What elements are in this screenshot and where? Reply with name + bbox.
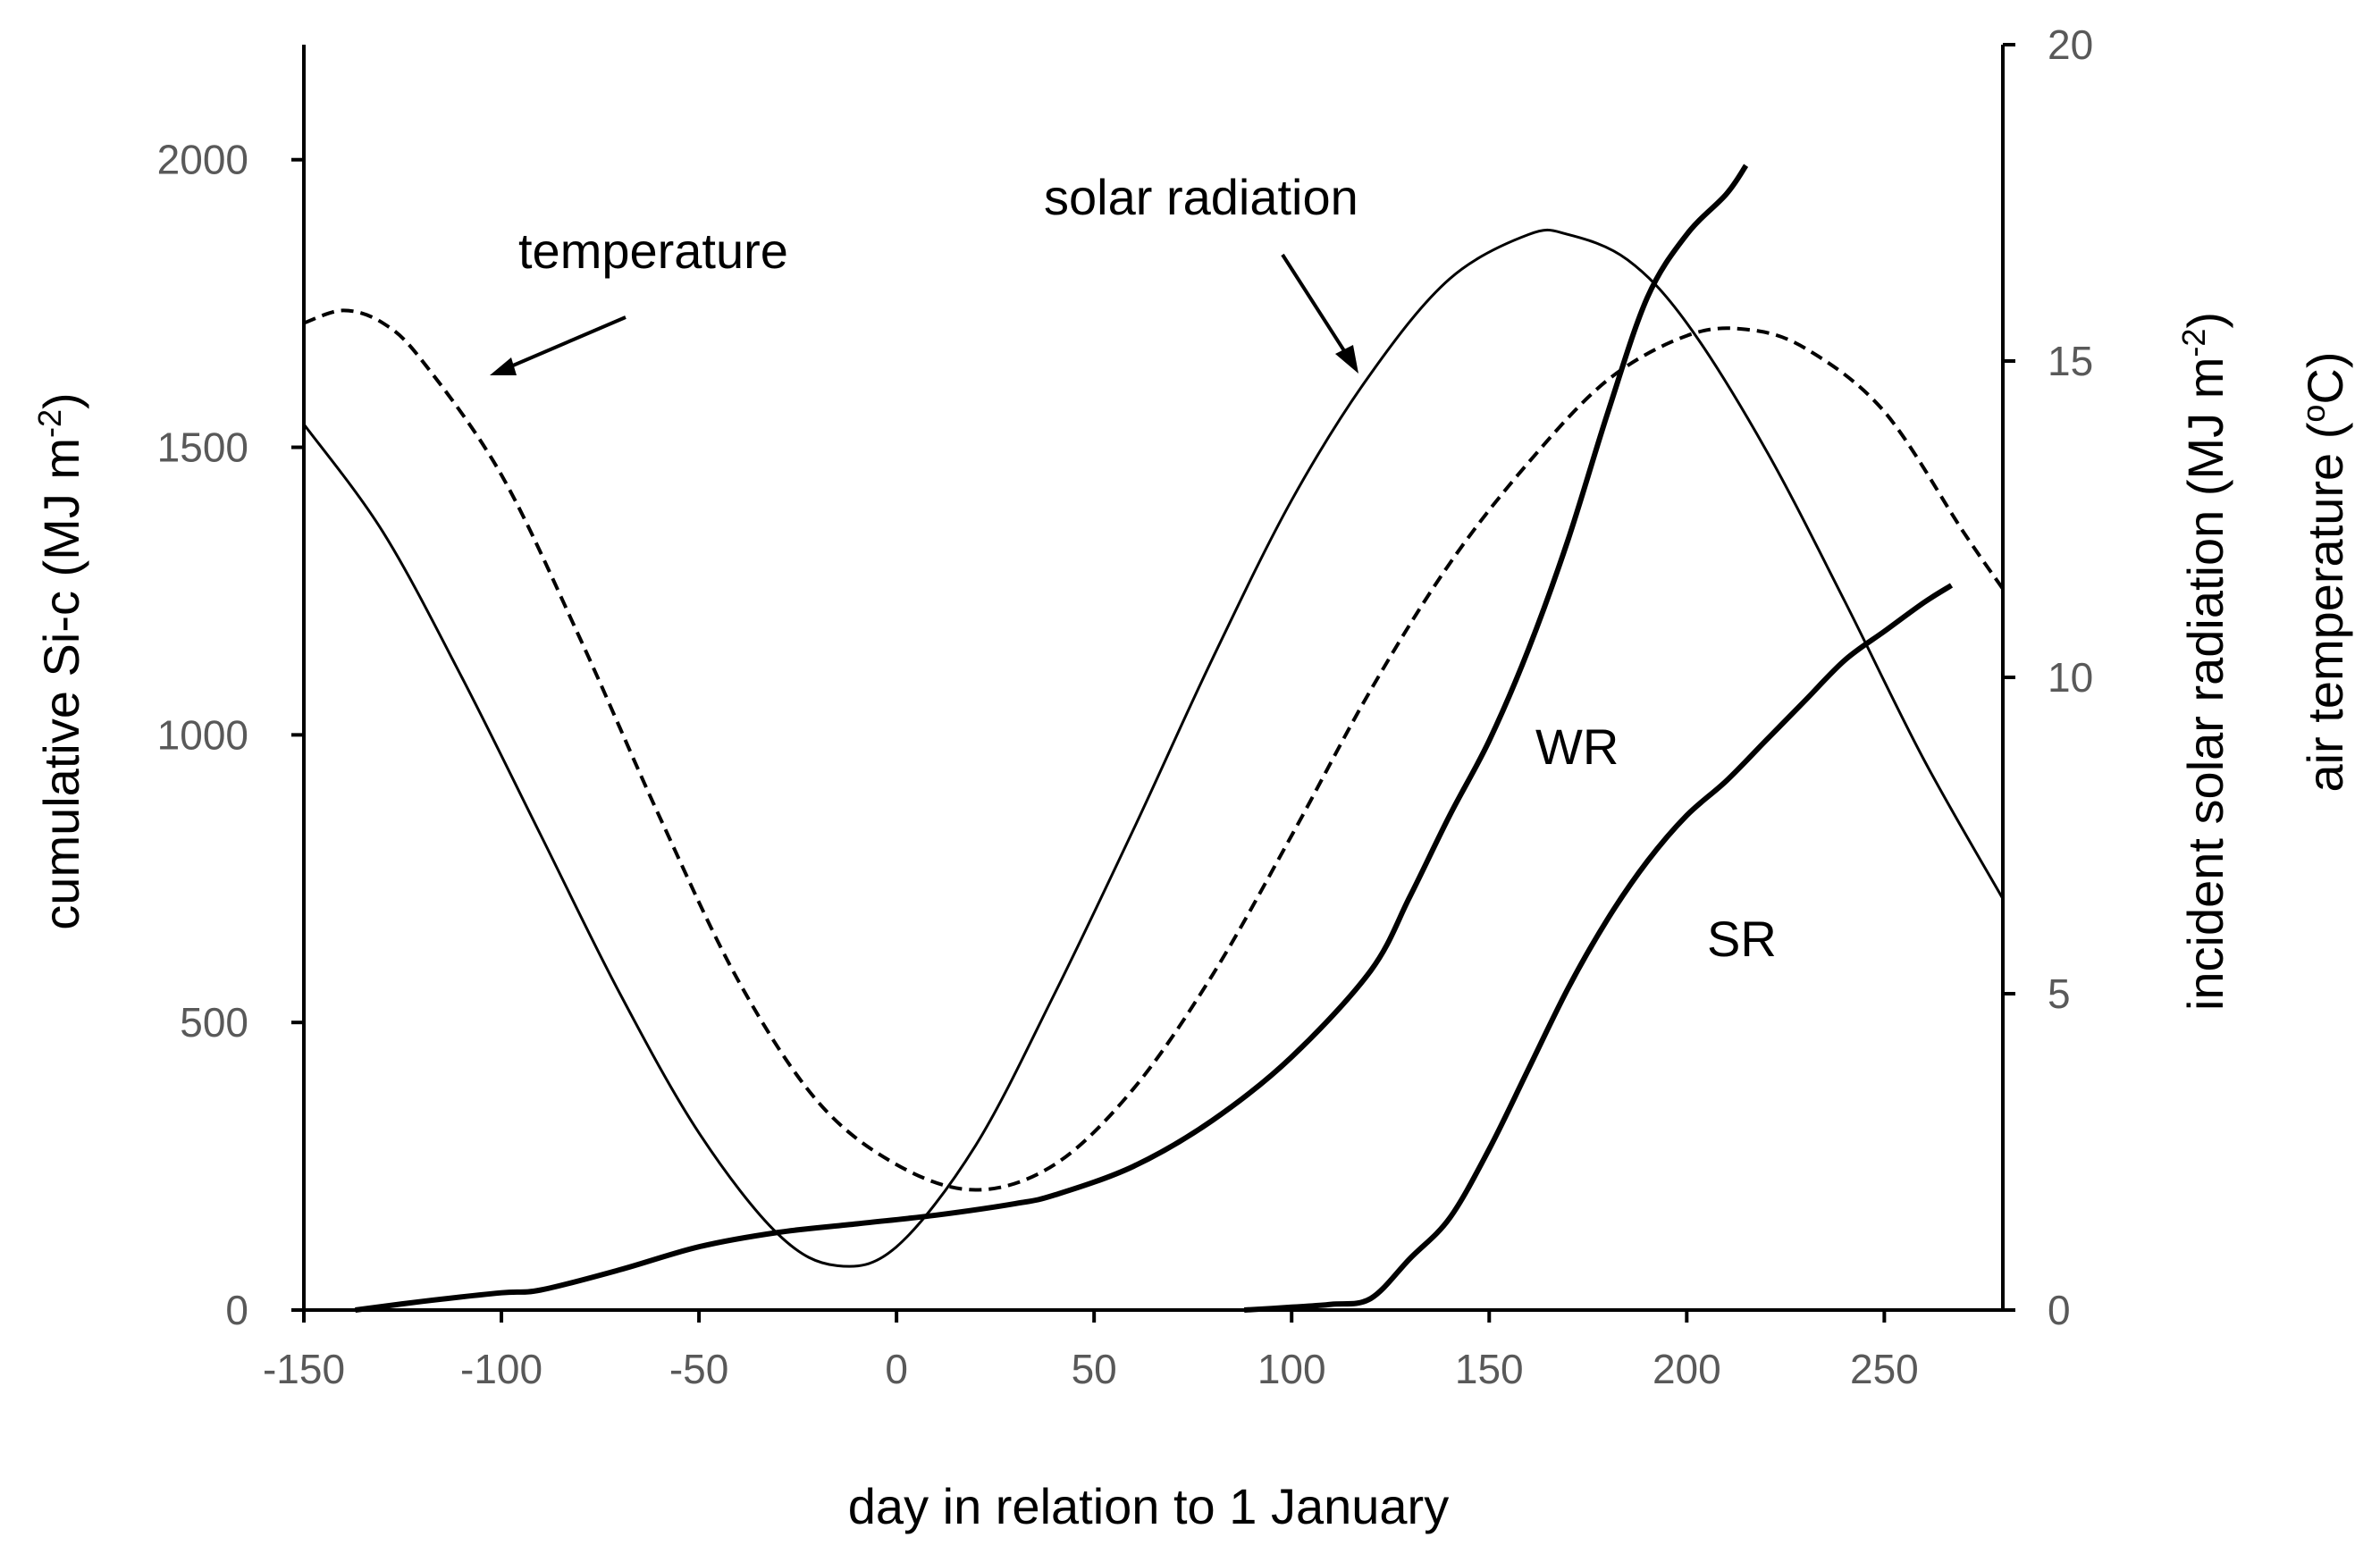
y-left-ticks: 0 500 1000 1500 2000 bbox=[157, 137, 304, 1333]
y-left-tick-label: 1000 bbox=[157, 711, 248, 758]
y-right-tick-label: 15 bbox=[2048, 338, 2093, 384]
x-axis-title: day in relation to 1 January bbox=[848, 1478, 1449, 1534]
annotation-wr: WR bbox=[1535, 718, 1619, 775]
wr-line bbox=[355, 164, 1749, 1313]
y-left-title-sup: -2 bbox=[31, 409, 68, 438]
y-left-tick-label: 500 bbox=[180, 999, 248, 1046]
y-right-tick-label: 0 bbox=[2048, 1287, 2071, 1333]
y-right-tick-label: 10 bbox=[2048, 654, 2093, 701]
y-right-tick-label: 5 bbox=[2048, 970, 2071, 1017]
annotation-solar-radiation: solar radiation bbox=[1044, 169, 1358, 225]
y-right-title-sup: -2 bbox=[2175, 329, 2212, 357]
y-right-tick-label: 20 bbox=[2048, 21, 2093, 68]
x-tick-label: 150 bbox=[1455, 1346, 1524, 1392]
x-tick-label: -50 bbox=[669, 1346, 728, 1392]
temperature-line bbox=[303, 308, 2005, 1192]
y-left-tick-label: 1500 bbox=[157, 424, 248, 471]
solar-radiation-arrow bbox=[1281, 253, 1358, 374]
sr-line bbox=[1244, 583, 1954, 1313]
y-right-axis-title: incident solar radiation (MJ m-2) bbox=[2175, 312, 2234, 1011]
y-left-tick-label: 0 bbox=[225, 1287, 248, 1333]
y-left-tick-label: 2000 bbox=[157, 137, 248, 183]
annotation-temperature: temperature bbox=[518, 223, 788, 279]
annotation-sr: SR bbox=[1707, 911, 1777, 967]
plot-area bbox=[302, 164, 2005, 1313]
solar-radiation-line bbox=[302, 229, 2005, 1268]
y-left-title-close: ) bbox=[33, 392, 89, 409]
y-left-title-base: cumulative Si-c (MJ m bbox=[33, 438, 89, 930]
x-tick-label: 250 bbox=[1850, 1346, 1919, 1392]
x-tick-label: -100 bbox=[460, 1346, 542, 1392]
x-ticks: -150 -100 -50 0 50 100 150 200 250 bbox=[263, 1310, 1919, 1392]
y-right2-title-post: C) bbox=[2297, 351, 2353, 404]
x-tick-label: -150 bbox=[263, 1346, 345, 1392]
y-right-title-close: ) bbox=[2177, 312, 2233, 329]
y-left-axis-title: cumulative Si-c (MJ m-2) bbox=[31, 392, 90, 929]
temperature-arrow bbox=[490, 315, 627, 375]
x-tick-label: 50 bbox=[1072, 1346, 1117, 1392]
x-tick-label: 0 bbox=[885, 1346, 908, 1392]
y-right2-title-sup: o bbox=[2295, 405, 2332, 423]
y-right2-axis-title: air temperature (oC) bbox=[2295, 351, 2354, 792]
y-right2-title-pre: air temperature ( bbox=[2297, 422, 2353, 792]
x-tick-label: 200 bbox=[1653, 1346, 1721, 1392]
y-right-ticks: 0 5 10 15 20 bbox=[2003, 21, 2093, 1333]
y-right-title-base: incident solar radiation (MJ m bbox=[2177, 357, 2233, 1011]
x-tick-label: 100 bbox=[1257, 1346, 1326, 1392]
